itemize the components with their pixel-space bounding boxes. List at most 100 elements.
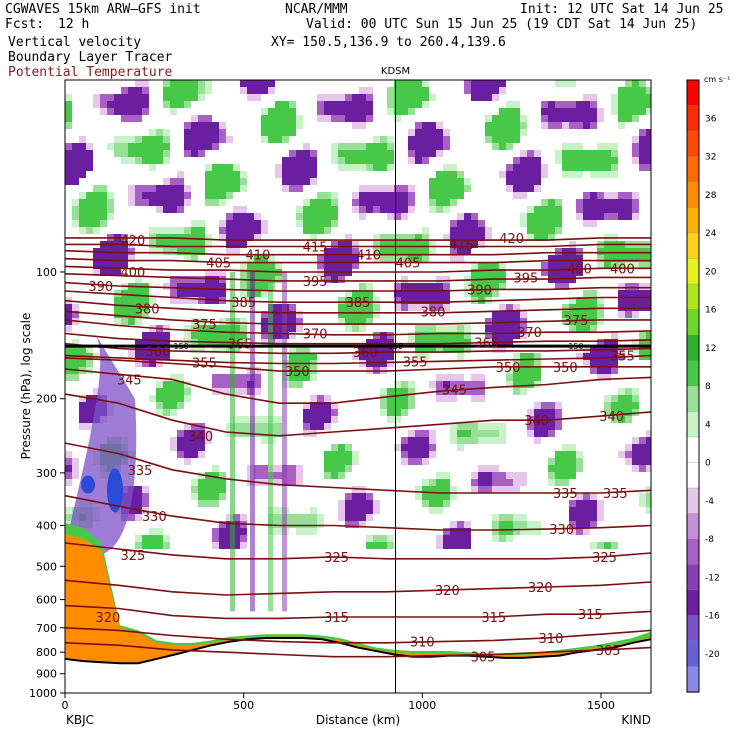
w-cell-279 bbox=[135, 500, 142, 507]
w-cell-1398 bbox=[415, 486, 422, 493]
w-cell-1923 bbox=[555, 206, 562, 213]
w-cell-1159 bbox=[359, 311, 366, 318]
w-cell-1780 bbox=[513, 178, 520, 185]
w-cell-688 bbox=[233, 514, 240, 521]
contour-label-43: 325 bbox=[120, 549, 145, 564]
w-cell-1195 bbox=[366, 493, 373, 500]
w-cell-1970 bbox=[569, 115, 576, 122]
w-cell-2177 bbox=[618, 213, 625, 220]
colorbar-tick-12: 12 bbox=[705, 344, 716, 354]
w-cell-1538 bbox=[450, 248, 457, 255]
w-cell-577 bbox=[212, 136, 219, 143]
w-cell-474 bbox=[184, 423, 191, 430]
w-cell-1796 bbox=[513, 486, 520, 493]
w-cell-1850 bbox=[534, 157, 541, 164]
w-cell-1286 bbox=[394, 108, 401, 115]
w-cell-761 bbox=[254, 367, 261, 374]
w-cell-1196 bbox=[366, 500, 373, 507]
w-cell-1001 bbox=[317, 423, 324, 430]
w-cell-1909 bbox=[548, 423, 555, 430]
w-cell-2055 bbox=[583, 521, 590, 528]
w-cell-1764 bbox=[506, 472, 513, 479]
w-cell-409 bbox=[170, 283, 177, 290]
w-cell-105 bbox=[93, 192, 100, 199]
w-cell-994 bbox=[317, 255, 324, 262]
w-cell-1333 bbox=[401, 437, 408, 444]
w-cell-556 bbox=[205, 192, 212, 199]
w-cell-1861 bbox=[534, 360, 541, 367]
contour-label-49: 315 bbox=[324, 611, 349, 626]
w-cell-1708 bbox=[492, 479, 499, 486]
w-cell-1432 bbox=[422, 500, 429, 507]
w-cell-305 bbox=[142, 360, 149, 367]
w-cell-581 bbox=[212, 178, 219, 185]
w-cell-1301 bbox=[394, 346, 401, 353]
w-cell-625 bbox=[219, 332, 226, 339]
w-cell-1649 bbox=[478, 388, 485, 395]
w-cell-1530 bbox=[450, 178, 457, 185]
w-cell-678 bbox=[233, 325, 240, 332]
contour-label-51: 315 bbox=[578, 608, 603, 623]
w-cell-269 bbox=[135, 297, 142, 304]
w-cell-1491 bbox=[436, 493, 443, 500]
w-cell-2104 bbox=[597, 311, 604, 318]
w-cell-2061 bbox=[590, 122, 597, 129]
w-cell-990 bbox=[317, 206, 324, 213]
w-cell-1798 bbox=[513, 521, 520, 528]
w-cell-1328 bbox=[401, 381, 408, 388]
w-cell-1467 bbox=[436, 143, 443, 150]
w-cell-1004 bbox=[324, 94, 331, 101]
w-cell-1011 bbox=[324, 213, 331, 220]
w-cell-755 bbox=[254, 255, 261, 262]
w-cell-1679 bbox=[485, 437, 492, 444]
w-cell-79 bbox=[86, 143, 93, 150]
w-cell-2265 bbox=[639, 157, 646, 164]
w-cell-952 bbox=[303, 409, 310, 416]
w-cell-1693 bbox=[492, 269, 499, 276]
w-cell-1688 bbox=[492, 122, 499, 129]
w-cell-290 bbox=[142, 143, 149, 150]
w-cell-480 bbox=[191, 80, 198, 87]
w-cell-941 bbox=[303, 199, 310, 206]
w-cell-649 bbox=[226, 241, 233, 248]
w-cell-2068 bbox=[590, 206, 597, 213]
w-cell-1642 bbox=[478, 269, 485, 276]
w-cell-2100 bbox=[597, 255, 604, 262]
w-cell-703 bbox=[240, 241, 247, 248]
w-cell-1500 bbox=[443, 171, 450, 178]
w-cell-1091 bbox=[345, 255, 352, 262]
w-cell-1062 bbox=[338, 241, 345, 248]
w-cell-493 bbox=[191, 248, 198, 255]
w-cell-2035 bbox=[583, 157, 590, 164]
w-cell-671 bbox=[233, 213, 240, 220]
w-cell-676 bbox=[233, 248, 240, 255]
contour-label-25: 360 bbox=[145, 345, 170, 360]
w-cell-262 bbox=[135, 157, 142, 164]
w-cell-707 bbox=[240, 283, 247, 290]
w-cell-640 bbox=[226, 164, 233, 171]
w-cell-2308 bbox=[646, 430, 651, 437]
w-cell-653 bbox=[226, 332, 233, 339]
w-cell-491 bbox=[191, 234, 198, 241]
w-cell-1894 bbox=[548, 115, 555, 122]
w-cell-327 bbox=[149, 332, 156, 339]
w-cell-2248 bbox=[632, 395, 639, 402]
w-cell-551 bbox=[205, 143, 212, 150]
w-cell-698 bbox=[240, 206, 247, 213]
w-cell-899 bbox=[289, 353, 296, 360]
w-cell-2216 bbox=[625, 402, 632, 409]
w-cell-151 bbox=[107, 143, 114, 150]
w-cell-466 bbox=[184, 290, 191, 297]
w-cell-1388 bbox=[415, 325, 422, 332]
w-cell-695 bbox=[240, 171, 247, 178]
w-cell-2041 bbox=[583, 220, 590, 227]
w-cell-1368 bbox=[408, 451, 415, 458]
w-cell-171 bbox=[114, 101, 121, 108]
w-cell-64 bbox=[79, 220, 86, 227]
w-cell-1084 bbox=[345, 143, 352, 150]
w-cell-1901 bbox=[548, 234, 555, 241]
w-cell-2154 bbox=[611, 248, 618, 255]
w-cell-2148 bbox=[611, 192, 618, 199]
w-cell-487 bbox=[191, 143, 198, 150]
w-cell-534 bbox=[198, 346, 205, 353]
